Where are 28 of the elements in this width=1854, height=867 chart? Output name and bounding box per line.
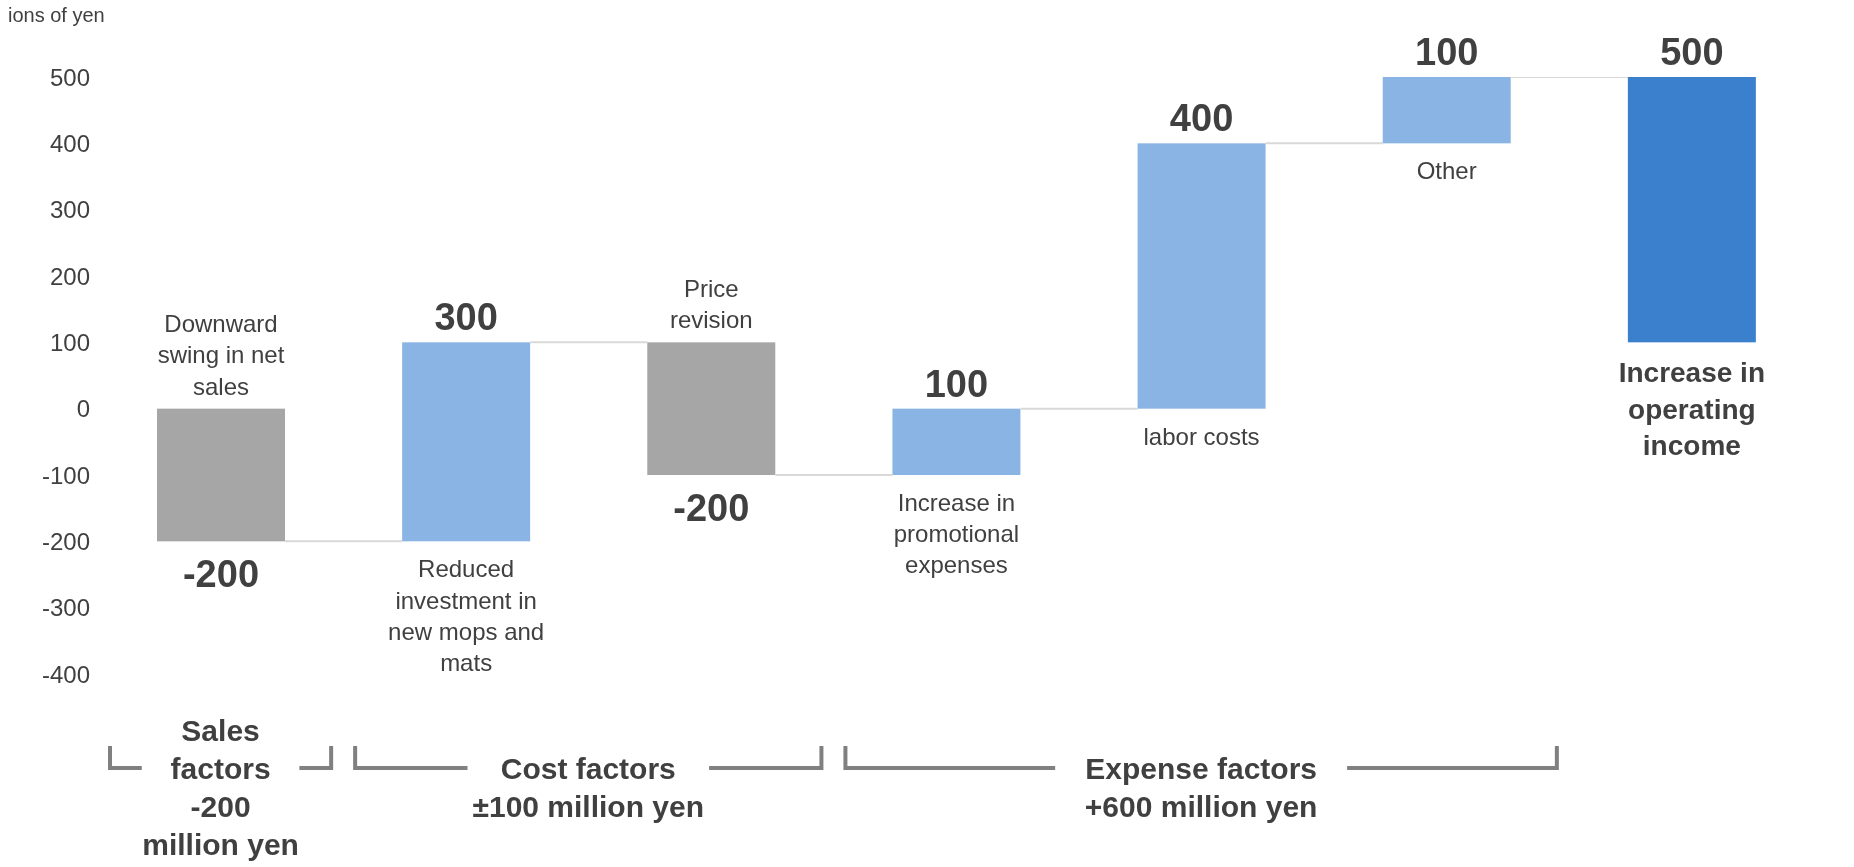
y-tick-label: 300 xyxy=(49,196,90,224)
data-label: 100 xyxy=(924,362,989,405)
text: Expense factors +600 million yen xyxy=(1084,752,1318,823)
y-tick-label: -100 xyxy=(41,461,90,489)
x-tick-label: Downward swing in net sales xyxy=(157,310,285,400)
x-tick-label: Price revision xyxy=(669,275,753,334)
x-tick-label: labor costs xyxy=(1143,422,1260,450)
y-tick-label: -200 xyxy=(41,527,90,555)
y-tick-label: -400 xyxy=(41,660,90,688)
y-tick-label: 100 xyxy=(49,328,90,356)
y-axis-title: ions of yen xyxy=(8,4,105,27)
data-label: 500 xyxy=(1660,31,1724,73)
x-tick-label: Reduced investment in new mops and mats xyxy=(388,555,545,676)
y-tick-label: 500 xyxy=(49,63,90,91)
text: Sales factors -200 million yen xyxy=(142,714,299,861)
y-tick-label: 400 xyxy=(49,129,90,157)
y-tick-label: -300 xyxy=(41,594,90,622)
data-label: -200 xyxy=(673,487,750,529)
data-label: 400 xyxy=(1169,97,1234,140)
x-tick-label: Increase in operating income xyxy=(1618,357,1766,462)
data-label: -200 xyxy=(182,553,260,596)
text: Cost factors ±100 million yen xyxy=(472,752,705,823)
x-tick-label: Increase in promotional expenses xyxy=(893,489,1020,579)
data-label: 300 xyxy=(434,296,498,339)
x-tick-label: Other xyxy=(1416,157,1477,185)
data-label: 100 xyxy=(1415,31,1479,73)
y-tick-label: 200 xyxy=(49,262,90,290)
y-tick-label: 0 xyxy=(76,395,90,423)
